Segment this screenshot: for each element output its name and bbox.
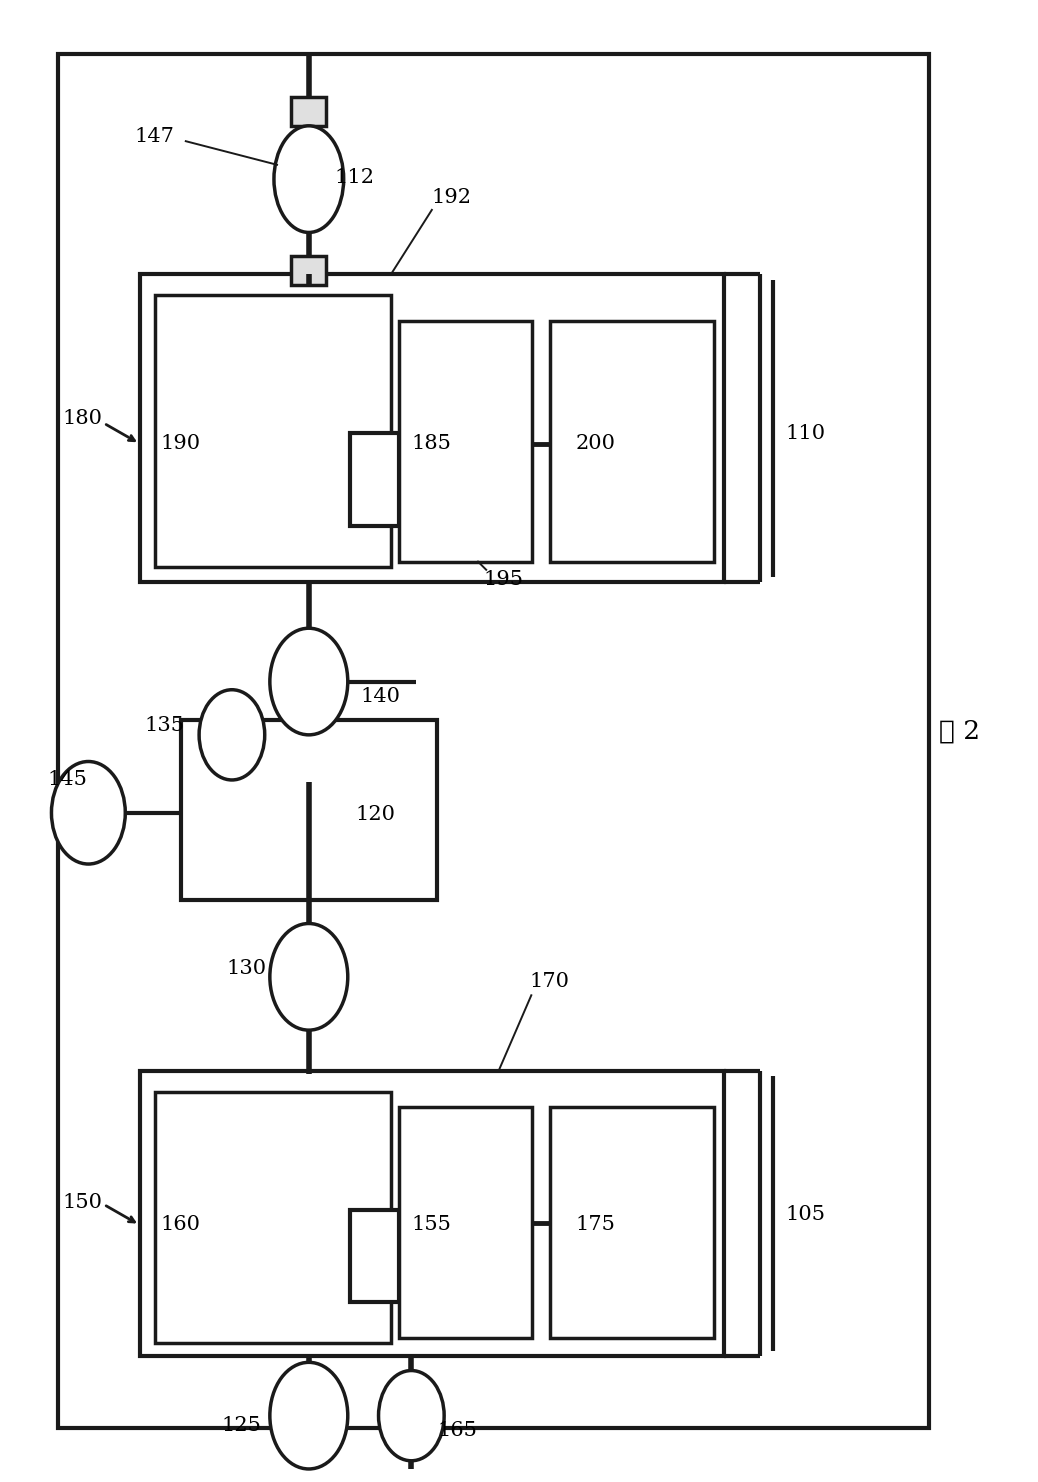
Text: 105: 105 xyxy=(786,1205,825,1224)
Text: 192: 192 xyxy=(432,188,472,207)
Text: 130: 130 xyxy=(226,959,267,978)
Ellipse shape xyxy=(270,628,348,735)
Text: 195: 195 xyxy=(483,569,523,588)
Text: 125: 125 xyxy=(222,1417,262,1436)
Text: 120: 120 xyxy=(355,805,394,824)
Bar xyxy=(350,1209,399,1301)
Bar xyxy=(155,1092,391,1343)
Bar xyxy=(140,274,725,582)
Bar xyxy=(550,1107,714,1338)
Text: 140: 140 xyxy=(360,688,400,707)
Bar xyxy=(155,295,391,566)
Text: 160: 160 xyxy=(160,1215,200,1235)
Text: 135: 135 xyxy=(144,716,185,735)
Bar xyxy=(399,320,532,562)
Text: 165: 165 xyxy=(437,1421,476,1439)
Text: 190: 190 xyxy=(160,434,200,453)
Ellipse shape xyxy=(270,923,348,1030)
Text: 170: 170 xyxy=(529,972,569,991)
Ellipse shape xyxy=(379,1371,444,1461)
Text: 185: 185 xyxy=(411,434,452,453)
Ellipse shape xyxy=(199,689,265,780)
Text: 150: 150 xyxy=(62,1193,103,1212)
Text: 200: 200 xyxy=(575,434,616,453)
Bar xyxy=(140,1071,725,1356)
Bar xyxy=(292,98,326,126)
Bar xyxy=(292,256,326,285)
Text: 175: 175 xyxy=(575,1215,616,1235)
Text: 145: 145 xyxy=(48,771,87,790)
Ellipse shape xyxy=(52,762,126,864)
Bar xyxy=(58,53,929,1429)
Bar xyxy=(399,1107,532,1338)
Bar xyxy=(550,320,714,562)
Text: 図 2: 図 2 xyxy=(939,719,980,744)
Text: 112: 112 xyxy=(334,167,375,187)
Ellipse shape xyxy=(270,1362,348,1469)
Ellipse shape xyxy=(274,126,344,233)
Text: 155: 155 xyxy=(411,1215,452,1235)
Text: 147: 147 xyxy=(135,126,174,145)
Text: 180: 180 xyxy=(62,409,103,427)
Text: 110: 110 xyxy=(786,424,825,443)
Bar xyxy=(181,720,437,900)
Bar xyxy=(350,433,399,526)
